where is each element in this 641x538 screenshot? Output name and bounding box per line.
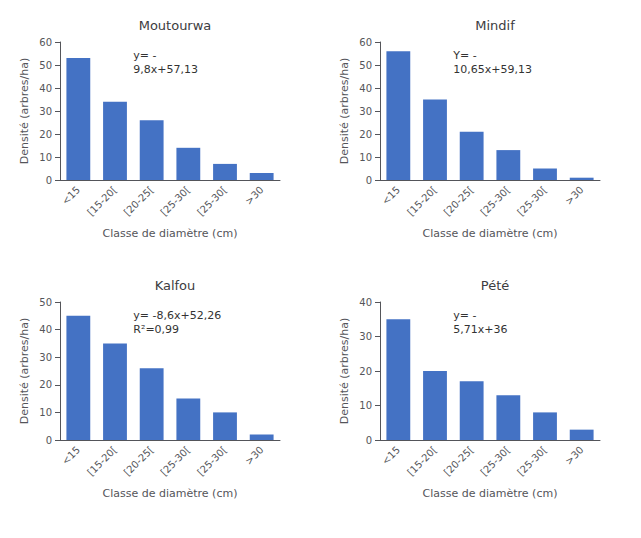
svg-text:10: 10 [39,407,52,418]
svg-text:40: 40 [39,324,52,335]
svg-text:10: 10 [359,400,372,411]
svg-text:30: 30 [39,106,52,117]
svg-text:[20-25[: [20-25[ [442,184,476,218]
svg-text:0: 0 [366,175,372,186]
svg-text:60: 60 [359,37,372,48]
svg-text:[25-30[: [25-30[ [478,444,512,478]
svg-text:40: 40 [39,83,52,94]
svg-text:R²=0,99: R²=0,99 [133,323,179,336]
svg-text:20: 20 [39,129,52,140]
svg-text:[15-20[: [15-20[ [85,444,119,478]
svg-text:0: 0 [366,435,372,446]
svg-text:5,71x+36: 5,71x+36 [453,323,507,336]
svg-text:<15: <15 [380,444,403,467]
svg-text:y= -: y= - [453,309,476,322]
svg-text:[25-30[: [25-30[ [515,444,549,478]
svg-text:[25-30[: [25-30[ [195,444,229,478]
svg-text:>30: >30 [563,184,586,207]
svg-text:[25-30[: [25-30[ [478,184,512,218]
svg-text:>30: >30 [243,184,266,207]
svg-text:20: 20 [39,379,52,390]
svg-text:Pété: Pété [481,278,509,293]
svg-text:>30: >30 [243,444,266,467]
svg-text:<15: <15 [60,184,83,207]
svg-text:10,65x+59,13: 10,65x+59,13 [453,63,532,76]
svg-text:[25-30[: [25-30[ [195,184,229,218]
svg-text:Mindif: Mindif [475,18,515,33]
svg-text:9,8x+57,13: 9,8x+57,13 [133,63,198,76]
svg-text:Classe de diamètre (cm): Classe de diamètre (cm) [103,227,238,240]
svg-text:Kalfou: Kalfou [155,278,196,293]
svg-text:50: 50 [359,60,372,71]
svg-text:Classe de diamètre (cm): Classe de diamètre (cm) [423,487,558,500]
svg-text:Densité (arbres/ha): Densité (arbres/ha) [338,318,351,425]
svg-text:[25-30[: [25-30[ [158,444,192,478]
svg-text:30: 30 [359,106,372,117]
svg-text:[25-30[: [25-30[ [515,184,549,218]
svg-text:50: 50 [39,297,52,308]
svg-text:40: 40 [359,83,372,94]
svg-text:y= -: y= - [133,49,156,62]
svg-text:Moutourwa: Moutourwa [139,18,212,33]
svg-text:[15-20[: [15-20[ [85,184,119,218]
svg-text:Densité (arbres/ha): Densité (arbres/ha) [338,58,351,165]
svg-text:>30: >30 [563,444,586,467]
svg-text:0: 0 [46,435,52,446]
svg-text:Y= -: Y= - [452,49,476,62]
svg-text:Classe de diamètre (cm): Classe de diamètre (cm) [423,227,558,240]
svg-text:y= -8,6x+52,26: y= -8,6x+52,26 [133,309,221,322]
svg-text:Densité (arbres/ha): Densité (arbres/ha) [18,58,31,165]
svg-text:10: 10 [359,152,372,163]
svg-text:20: 20 [359,129,372,140]
svg-text:[20-25[: [20-25[ [122,444,156,478]
svg-text:30: 30 [39,352,52,363]
svg-text:10: 10 [39,152,52,163]
svg-text:50: 50 [39,60,52,71]
svg-text:<15: <15 [380,184,403,207]
svg-text:[20-25[: [20-25[ [442,444,476,478]
svg-text:[15-20[: [15-20[ [405,184,439,218]
svg-text:0: 0 [46,175,52,186]
svg-text:[20-25[: [20-25[ [122,184,156,218]
svg-text:20: 20 [359,366,372,377]
svg-text:<15: <15 [60,444,83,467]
svg-text:[25-30[: [25-30[ [158,184,192,218]
svg-text:40: 40 [359,297,372,308]
svg-text:Densité (arbres/ha): Densité (arbres/ha) [18,318,31,425]
svg-text:30: 30 [359,331,372,342]
svg-text:[15-20[: [15-20[ [405,444,439,478]
svg-text:60: 60 [39,37,52,48]
svg-text:Classe de diamètre (cm): Classe de diamètre (cm) [103,487,238,500]
